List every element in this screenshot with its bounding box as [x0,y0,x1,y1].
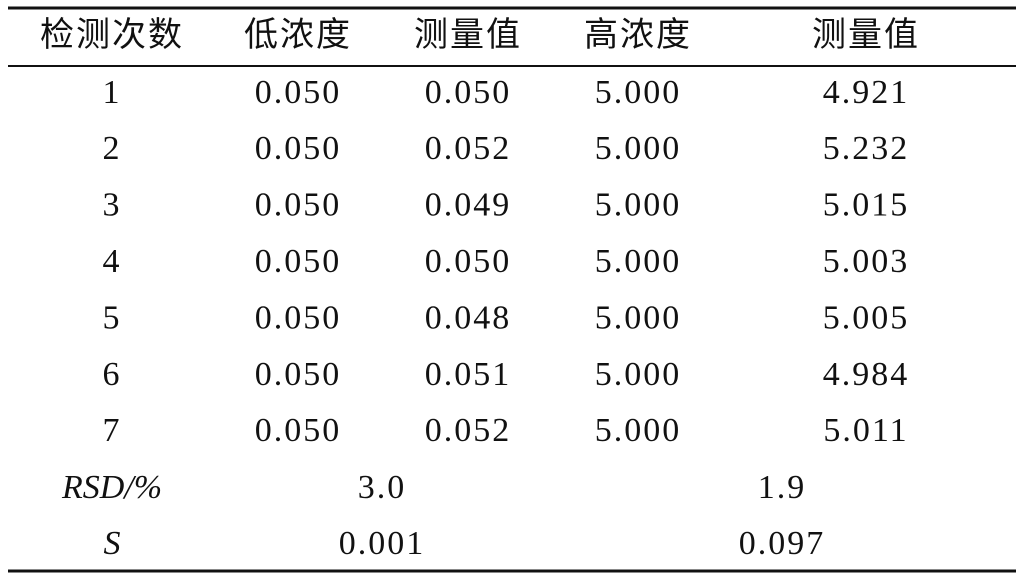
header-cell: 测量值 [812,16,920,54]
cell: 0.050 [255,356,342,393]
cell: 0.050 [255,74,342,111]
cell: 5.232 [823,130,910,167]
cell: 4.984 [823,356,910,393]
summary-low: 3.0 [358,469,407,506]
cell: 5.000 [595,299,682,336]
summary-high: 1.9 [758,469,807,506]
cell: 0.052 [425,130,512,167]
cell: 4.921 [823,74,910,111]
cell: 0.048 [425,299,512,336]
header-cell: 低浓度 [244,16,352,54]
cell: 0.050 [255,412,342,449]
summary-low: 0.001 [339,525,426,562]
cell: 5 [103,299,122,336]
cell: 0.049 [425,187,512,224]
cell: 5.000 [595,356,682,393]
cell: 0.050 [255,130,342,167]
summary-label: RSD/% [61,469,162,506]
cell: 7 [103,412,122,449]
cell: 2 [103,130,122,167]
cell: 5.005 [823,299,910,336]
header-cell: 检测次数 [40,16,184,54]
summary-label: S [104,525,121,562]
header-cell: 测量值 [414,16,522,54]
cell: 5.000 [595,130,682,167]
cell: 5.000 [595,187,682,224]
cell: 0.052 [425,412,512,449]
cell: 0.050 [255,299,342,336]
cell: 0.050 [255,187,342,224]
cell: 5.000 [595,243,682,280]
cell: 0.050 [425,243,512,280]
summary-high: 0.097 [739,525,826,562]
cell: 0.051 [425,356,512,393]
cell: 5.011 [823,412,908,449]
cell: 0.050 [425,74,512,111]
cell: 6 [103,356,122,393]
cell: 5.003 [823,243,910,280]
cell: 5.015 [823,187,910,224]
cell: 3 [103,187,122,224]
header-cell: 高浓度 [584,16,692,54]
cell: 0.050 [255,243,342,280]
cell: 5.000 [595,74,682,111]
cell: 5.000 [595,412,682,449]
cell: 1 [103,74,122,111]
cell: 4 [103,243,122,280]
